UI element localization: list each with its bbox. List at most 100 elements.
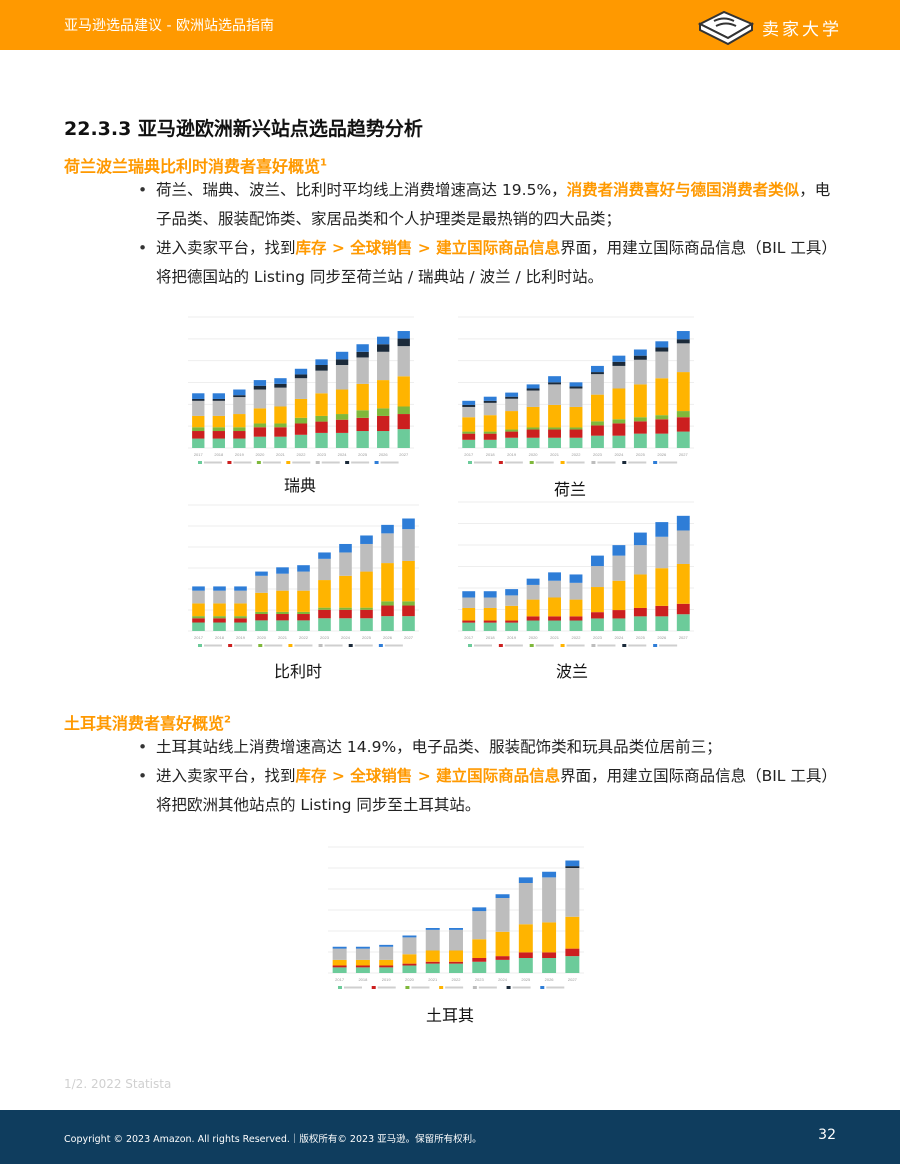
bar-segment <box>213 590 226 604</box>
bar-segment <box>276 590 289 612</box>
x-tick-label: 2027 <box>679 635 689 640</box>
x-tick-label: 2019 <box>236 635 246 640</box>
bar-segment <box>234 618 247 623</box>
bar-segment <box>402 954 417 964</box>
bar-segment <box>505 620 519 623</box>
bar-segment <box>483 439 497 448</box>
legend-swatch <box>540 986 545 989</box>
bar-segment <box>255 571 268 576</box>
x-tick-label: 2021 <box>428 977 438 982</box>
legend-swatch <box>378 644 383 647</box>
bullet-text: ，电子品类、服装配饰类、家居品类和个人护理类是最热销的四大品类； <box>156 181 831 228</box>
bar-segment <box>274 378 287 384</box>
x-tick-label: 2020 <box>405 977 415 982</box>
bar-segment <box>233 438 246 448</box>
bar-segment <box>212 393 225 399</box>
bar-segment <box>548 404 561 428</box>
bar-segment <box>253 427 267 437</box>
bar-segment <box>462 607 476 621</box>
bar-segment <box>315 393 328 416</box>
bar-segment <box>255 620 268 631</box>
bullet-text: 界面，用建立国际商品信息（BIL 工具）将把德国站的 Listing 同步至荷兰… <box>156 239 837 286</box>
bar-segment <box>276 620 289 631</box>
bar-segment <box>360 535 373 544</box>
bar-segment <box>655 536 669 569</box>
block1-bullet-2: 进入卖家平台，找到库存 > 全球销售 > 建立国际商品信息界面，用建立国际商品信… <box>138 234 838 292</box>
footer-bar: Copyright © 2023 Amazon. All rights Rese… <box>0 1110 900 1164</box>
bar-segment <box>526 388 540 391</box>
bar-segment <box>676 417 690 432</box>
bar-segment <box>379 967 394 973</box>
bar-segment <box>397 406 410 415</box>
bar-segment <box>462 597 476 608</box>
bar-segment <box>548 572 561 581</box>
bar-segment <box>612 355 626 362</box>
bar-segment <box>569 406 583 428</box>
bar-segment <box>633 355 647 360</box>
bar-segment <box>462 404 476 407</box>
legend-entry <box>344 986 362 989</box>
bar-segment <box>192 586 205 591</box>
bar-segment <box>212 415 225 428</box>
x-tick-label: 2024 <box>614 635 624 640</box>
bar-segment <box>612 388 626 420</box>
chart-netherlands: 2017 2018 2019 2020 2021 2022 2023 2024 2025 2026… <box>458 316 694 464</box>
legend-entry <box>233 461 252 464</box>
bar-segment <box>402 935 417 938</box>
bar-segment <box>233 397 246 415</box>
bar-segment <box>548 376 561 383</box>
bar-segment <box>381 563 394 602</box>
bar-segment <box>315 432 328 448</box>
bar-segment <box>318 609 331 619</box>
bar-segment <box>379 959 394 966</box>
bar-segment <box>505 437 519 448</box>
bar-segment <box>318 552 331 559</box>
x-tick-label: 2019 <box>382 977 392 982</box>
bar-segment <box>356 344 369 352</box>
x-tick-label: 2019 <box>507 452 517 457</box>
x-tick-label: 2021 <box>550 635 560 640</box>
legend-entry <box>512 986 531 989</box>
x-tick-label: 2025 <box>636 635 646 640</box>
x-tick-label: 2025 <box>636 452 646 457</box>
legend-swatch <box>198 644 202 647</box>
bar-segment <box>483 597 497 608</box>
legend-entry <box>474 644 492 647</box>
bar-segment <box>483 402 497 416</box>
bar-segment <box>360 609 373 619</box>
bar-segment <box>462 591 476 598</box>
bar-segment <box>633 384 647 418</box>
bar-segment <box>253 380 267 386</box>
document-title: 亚马逊选品建议 - 欧洲站选品指南 <box>64 18 274 34</box>
bar-segment <box>381 533 394 564</box>
bar-segment <box>192 618 205 623</box>
bar-segment <box>591 365 604 373</box>
legend-swatch <box>228 644 233 647</box>
legend-entry <box>659 644 678 647</box>
bar-segment <box>526 584 540 600</box>
bar-segment <box>591 374 604 395</box>
x-tick-label: 2021 <box>278 635 288 640</box>
bar-segment <box>505 605 519 621</box>
x-tick-label: 2018 <box>214 452 224 457</box>
bar-segment <box>633 417 647 422</box>
bar-segment <box>548 384 561 405</box>
bar-segment <box>377 431 390 448</box>
x-tick-label: 2022 <box>572 452 582 457</box>
bar-segment <box>526 616 540 621</box>
bar-segment <box>339 552 352 576</box>
chart-caption-belgium: 比利时 <box>273 662 322 681</box>
legend-entry <box>474 461 492 464</box>
bar-segment <box>495 931 510 957</box>
bar-segment <box>253 423 267 428</box>
x-tick-label: 2022 <box>452 977 462 982</box>
bar-segment <box>253 385 267 390</box>
bar-segment <box>397 414 410 430</box>
bar-segment <box>212 398 225 401</box>
bar-segment <box>676 515 690 531</box>
bar-segment <box>332 948 347 960</box>
chart-belgium: 2017 2018 2019 2020 2021 2022 2023 2024 2025 2026… <box>188 504 419 647</box>
bar-segment <box>402 529 415 561</box>
legend-entry <box>294 644 313 647</box>
bar-segment <box>379 946 394 960</box>
